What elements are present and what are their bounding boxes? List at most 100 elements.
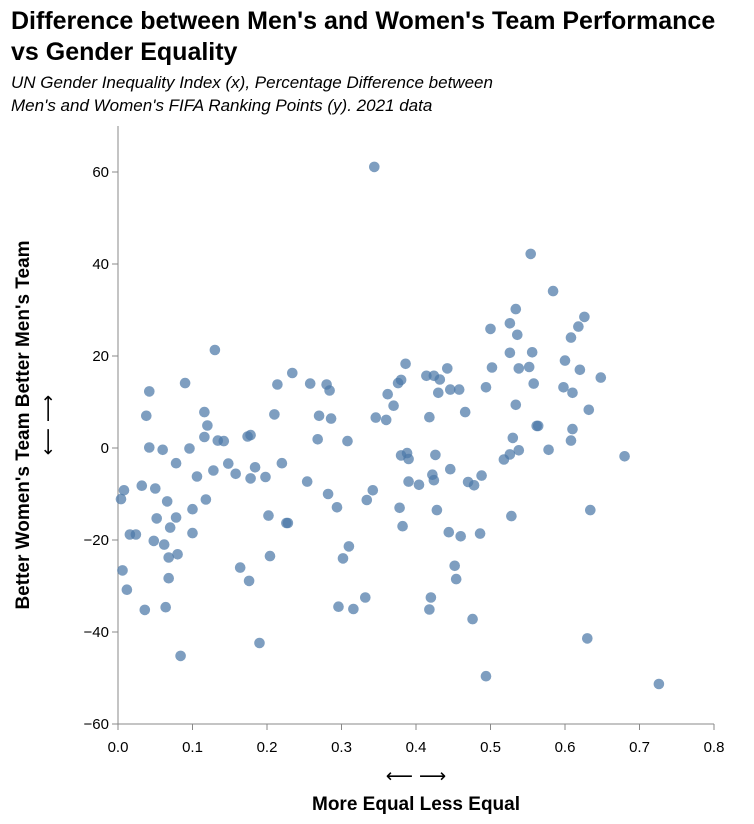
data-point xyxy=(361,494,373,506)
data-point xyxy=(476,470,487,481)
data-point xyxy=(424,411,435,423)
data-point xyxy=(504,318,516,329)
data-point xyxy=(428,474,440,486)
data-point xyxy=(243,575,255,587)
data-point xyxy=(430,449,441,461)
data-point xyxy=(413,479,425,491)
data-point xyxy=(230,468,241,480)
data-point xyxy=(431,504,443,516)
data-point xyxy=(510,399,522,411)
data-point xyxy=(506,510,517,522)
data-point xyxy=(445,463,456,475)
x-tick-label: 0.1 xyxy=(182,739,203,756)
data-point xyxy=(191,471,203,482)
data-point xyxy=(208,465,219,476)
data-point xyxy=(342,435,353,447)
data-point xyxy=(403,476,414,487)
x-tick-label: 0.6 xyxy=(555,739,576,756)
data-point xyxy=(558,382,569,393)
data-point xyxy=(325,413,337,424)
data-point xyxy=(567,423,578,435)
data-point xyxy=(331,502,343,513)
data-point xyxy=(513,445,525,456)
data-point xyxy=(304,378,316,389)
data-point xyxy=(507,432,519,444)
x-axis-title: More Equal Less Equal xyxy=(312,794,520,815)
data-point xyxy=(595,372,607,383)
data-point xyxy=(287,367,298,379)
data-point xyxy=(425,592,437,603)
chart-subtitle-line-1: UN Gender Inequality Index (x), Percenta… xyxy=(11,73,493,92)
y-tick-label: 40 xyxy=(92,256,109,273)
data-point xyxy=(276,457,288,469)
data-point xyxy=(510,303,522,315)
data-point xyxy=(582,633,593,644)
data-point xyxy=(348,603,359,615)
data-point xyxy=(449,560,461,572)
y-tick-label: 20 xyxy=(92,348,109,365)
data-point xyxy=(467,613,478,625)
data-point xyxy=(525,248,536,260)
data-point xyxy=(150,483,161,494)
data-point xyxy=(567,387,578,399)
data-point xyxy=(170,457,182,469)
data-point xyxy=(433,387,444,399)
data-point xyxy=(543,444,554,456)
y-tick-label: 0 xyxy=(101,440,109,457)
data-point xyxy=(118,485,130,496)
data-point xyxy=(337,553,349,564)
data-point xyxy=(459,406,471,418)
y-axis: −60 −40 −20 0 20 40 60 xyxy=(84,126,119,733)
x-tick-label: 0.8 xyxy=(704,739,725,756)
data-point xyxy=(434,374,446,385)
data-point xyxy=(547,285,559,297)
data-point xyxy=(382,388,394,400)
data-point xyxy=(450,573,462,585)
data-point xyxy=(200,494,212,505)
data-point xyxy=(559,355,571,366)
data-point xyxy=(254,637,265,649)
data-point xyxy=(403,453,414,465)
data-point xyxy=(480,670,492,682)
data-point xyxy=(585,504,596,516)
data-point xyxy=(151,513,162,524)
data-point xyxy=(394,502,405,514)
data-point xyxy=(121,584,133,595)
data-point xyxy=(161,496,173,507)
data-point xyxy=(333,601,344,612)
data-point xyxy=(528,378,539,389)
data-point xyxy=(187,527,198,539)
data-point xyxy=(445,384,456,395)
data-point xyxy=(474,528,486,539)
y-tick-label: 60 xyxy=(92,164,109,181)
data-point xyxy=(369,161,380,173)
data-point xyxy=(234,562,246,573)
x-tick-label: 0.2 xyxy=(257,739,278,756)
data-point xyxy=(141,410,152,422)
data-point xyxy=(443,526,455,538)
data-point xyxy=(486,362,498,373)
data-point xyxy=(397,520,408,532)
data-point xyxy=(282,517,294,529)
data-point xyxy=(442,363,453,374)
data-point xyxy=(395,374,407,386)
data-point xyxy=(264,550,276,562)
data-point xyxy=(583,404,595,416)
data-point xyxy=(199,431,210,443)
data-point xyxy=(424,604,435,615)
x-axis-arrows: ⟵ ⟶ xyxy=(386,765,447,787)
data-point xyxy=(179,377,191,389)
data-point xyxy=(139,604,151,616)
data-point xyxy=(360,592,371,603)
data-point xyxy=(421,370,432,382)
data-point xyxy=(532,420,544,432)
data-point xyxy=(158,539,170,550)
data-point xyxy=(400,358,411,370)
data-point xyxy=(485,323,496,335)
data-point xyxy=(312,434,324,445)
data-point xyxy=(574,364,586,376)
data-point xyxy=(260,471,271,483)
data-point xyxy=(455,531,467,542)
x-tick-label: 0.0 xyxy=(108,739,129,756)
x-tick-label: 0.3 xyxy=(331,739,352,756)
